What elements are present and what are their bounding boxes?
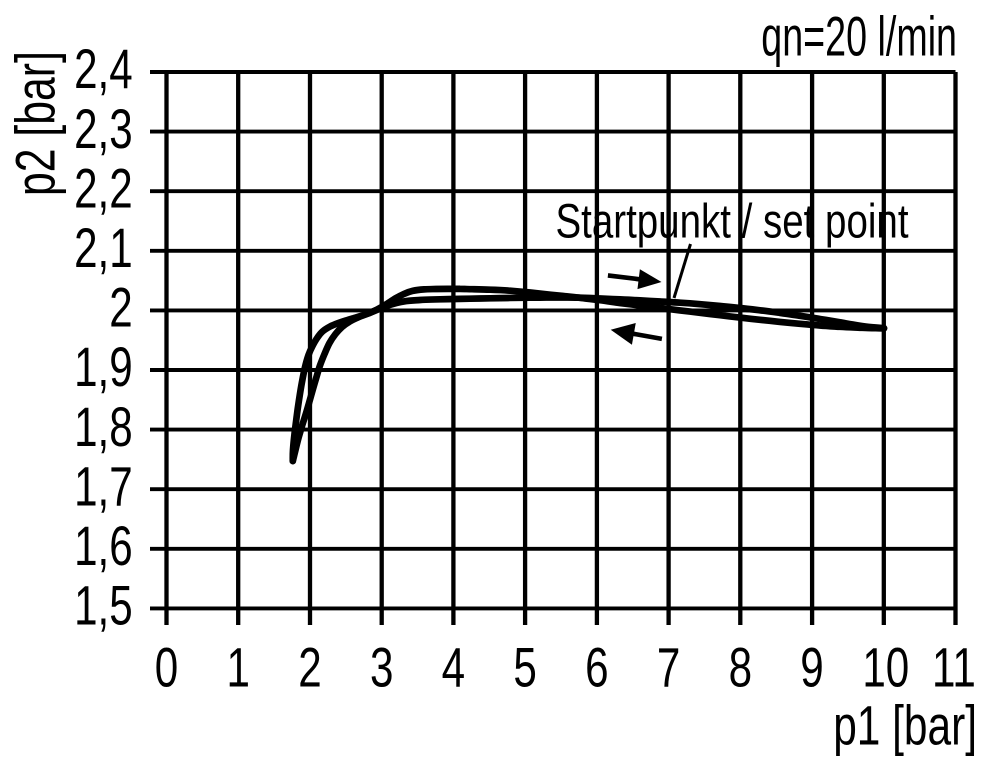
svg-text:1,5: 1,5 bbox=[74, 575, 133, 637]
svg-text:9: 9 bbox=[800, 637, 823, 699]
svg-text:1,6: 1,6 bbox=[74, 516, 133, 578]
svg-text:1,8: 1,8 bbox=[74, 396, 133, 458]
svg-text:1,7: 1,7 bbox=[74, 456, 133, 518]
svg-text:8: 8 bbox=[729, 637, 752, 699]
svg-text:p1 [bar]: p1 [bar] bbox=[833, 695, 977, 757]
svg-text:7: 7 bbox=[657, 637, 680, 699]
svg-text:2,1: 2,1 bbox=[74, 218, 133, 280]
svg-text:2,2: 2,2 bbox=[74, 158, 133, 220]
svg-text:1,9: 1,9 bbox=[74, 337, 133, 399]
svg-text:p2 [bar]: p2 [bar] bbox=[5, 51, 67, 196]
svg-text:1: 1 bbox=[226, 637, 249, 699]
svg-text:Startpunkt / set point: Startpunkt / set point bbox=[556, 196, 909, 249]
svg-text:2: 2 bbox=[109, 277, 132, 339]
svg-text:2: 2 bbox=[298, 637, 321, 699]
svg-text:11: 11 bbox=[932, 637, 976, 699]
svg-text:6: 6 bbox=[585, 637, 608, 699]
svg-text:2,3: 2,3 bbox=[74, 98, 133, 160]
svg-text:qn=20 l/min: qn=20 l/min bbox=[761, 6, 957, 68]
svg-text:4: 4 bbox=[442, 637, 465, 699]
svg-text:3: 3 bbox=[370, 637, 393, 699]
svg-text:0: 0 bbox=[155, 637, 178, 699]
svg-text:10: 10 bbox=[862, 637, 909, 699]
svg-text:5: 5 bbox=[513, 637, 536, 699]
svg-text:2,4: 2,4 bbox=[74, 39, 133, 101]
